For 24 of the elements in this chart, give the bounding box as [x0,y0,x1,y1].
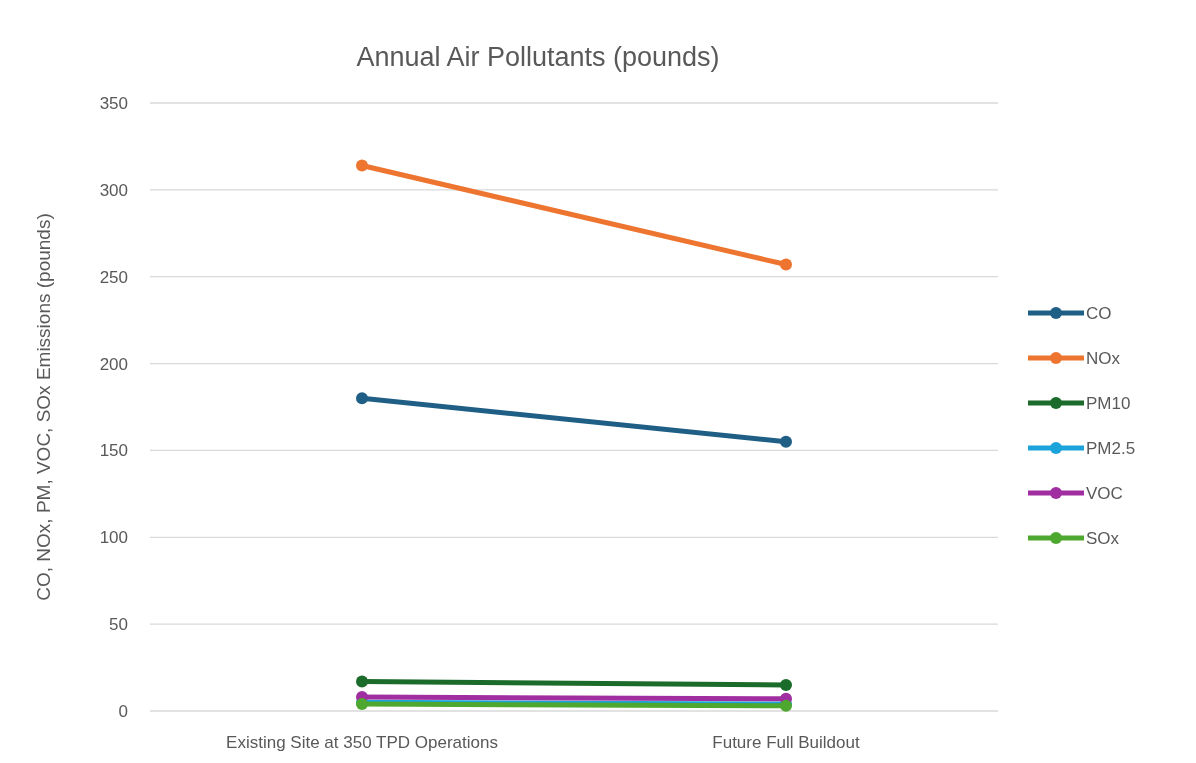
legend-label: PM10 [1086,393,1131,413]
legend-label: NOx [1086,348,1121,368]
point [780,678,792,691]
x-tick-label: Future Full Buildout [712,733,860,752]
point [780,258,792,271]
y-tick-label: 50 [109,615,128,635]
chart-title: Annual Air Pollutants (pounds) [356,42,720,72]
point [780,435,792,448]
y-tick-label: 150 [99,441,128,461]
y-tick-label: 250 [99,267,128,287]
y-tick-label: 200 [99,354,128,374]
point [356,159,368,172]
y-tick-label: 350 [99,93,128,113]
x-tick-label: Existing Site at 350 TPD Operations [226,733,498,752]
legend-label: SOx [1086,528,1120,548]
y-tick-label: 300 [99,180,128,200]
y-axis-title: CO, NOx, PM, VOC, SOx Emissions (pounds) [33,213,54,601]
legend-label: CO [1086,303,1112,323]
point [356,392,368,405]
y-tick-label: 0 [118,701,128,721]
y-tick-label: 100 [99,528,128,548]
legend-label: PM2.5 [1086,438,1136,458]
point [356,675,368,688]
legend-label: VOC [1086,483,1123,503]
